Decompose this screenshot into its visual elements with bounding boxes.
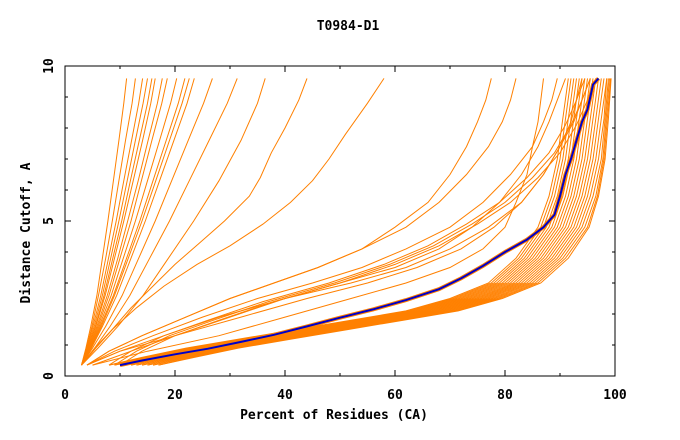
y-tick-label: 0 <box>42 372 57 380</box>
model-curve-45 <box>108 78 586 366</box>
series-layer <box>81 78 612 366</box>
model-curve-5 <box>81 78 144 366</box>
model-curve-44 <box>158 78 612 366</box>
x-tick-label: 0 <box>61 388 69 403</box>
model-curve-47 <box>119 78 597 366</box>
model-curve-11 <box>81 78 213 366</box>
y-tick-label: 5 <box>42 217 57 225</box>
x-tick-label: 80 <box>497 388 513 403</box>
x-tick-label: 60 <box>387 388 403 403</box>
x-tick-label: 100 <box>603 388 627 403</box>
model-curve-20 <box>86 78 558 366</box>
y-axis-label: Distance Cutoff, A <box>19 162 34 303</box>
model-curve-15 <box>81 78 266 366</box>
model-curve-10 <box>81 78 153 366</box>
y-tick-label: 10 <box>42 58 57 74</box>
model-curve-16 <box>81 78 308 366</box>
model-curve-12 <box>81 78 128 366</box>
model-curve-9 <box>81 78 195 366</box>
model-curve-6 <box>81 78 186 366</box>
model-curve-2 <box>81 78 168 366</box>
highlight-layer <box>119 77 600 368</box>
model-curve-14 <box>81 78 238 366</box>
model-curve-13 <box>81 78 190 366</box>
model-curve-46 <box>114 78 591 366</box>
model-curve-24 <box>92 78 544 366</box>
model-curve-17 <box>81 78 385 366</box>
model-curve-4 <box>81 78 178 366</box>
chart-title: T0984-D1 <box>317 19 380 34</box>
model-curve-19 <box>86 78 517 366</box>
x-tick-label: 40 <box>277 388 293 403</box>
highlight-curve <box>119 77 600 367</box>
x-axis-label: Percent of Residues (CA) <box>240 408 428 423</box>
x-tick-label: 20 <box>167 388 183 403</box>
model-curve-7 <box>81 78 136 366</box>
axis-layer: 0 20 40 60 80 100 0 5 10 <box>42 58 627 403</box>
model-curve-3 <box>81 78 148 366</box>
model-curve-8 <box>81 78 163 366</box>
